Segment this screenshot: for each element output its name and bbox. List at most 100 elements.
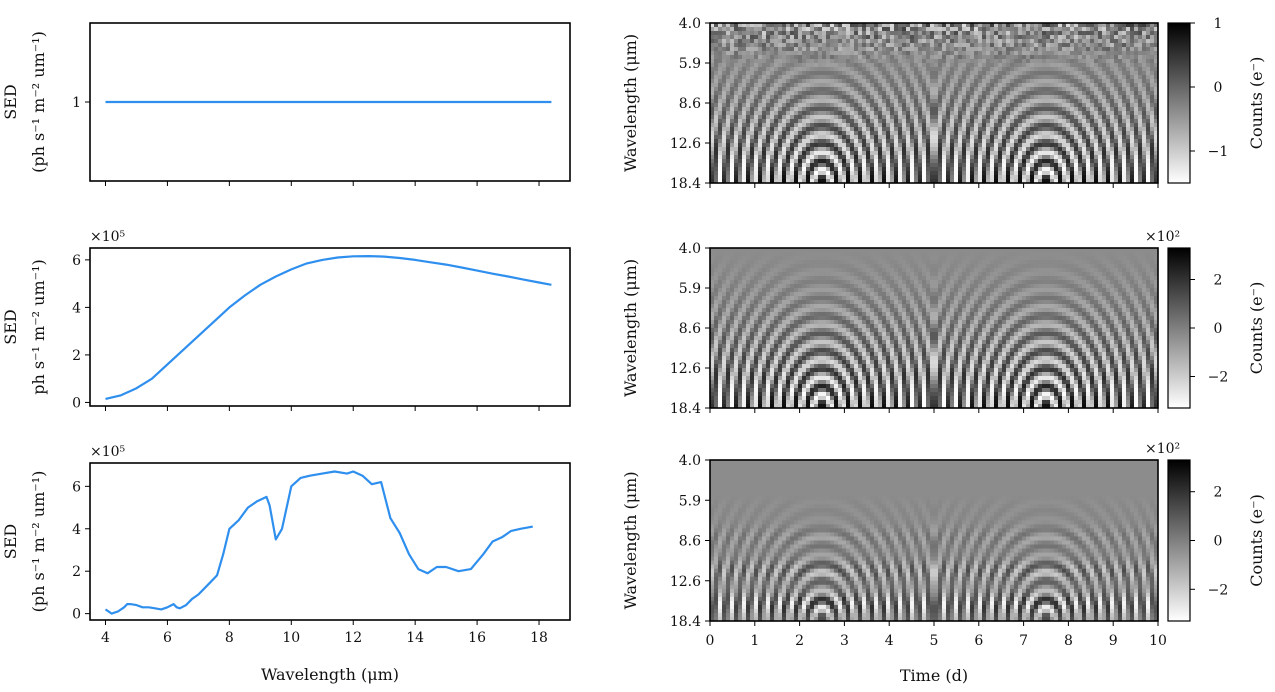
heatmap-cell [1118,163,1123,168]
heatmap-cell [874,75,879,80]
heatmap-cell [726,47,731,52]
heatmap-cell [878,43,883,48]
heatmap-cell [1082,143,1087,148]
heatmap-cell [978,59,983,64]
heatmap-cell [962,256,967,261]
heatmap-cell [890,248,895,253]
heatmap-cell [886,139,891,144]
heatmap-cell [838,139,843,144]
heatmap-cell [1010,127,1015,132]
heatmap-cell [1002,248,1007,253]
heatmap-cell [998,51,1003,56]
heatmap-cell [854,31,859,36]
heatmap-cell [870,87,875,92]
heatmap-cell [726,95,731,100]
heatmap-cell [978,99,983,104]
heatmap-cell [938,103,943,108]
heatmap-cell [890,127,895,132]
heatmap-cell [1006,67,1011,72]
heatmap-cell [798,167,803,172]
heatmap-cell [822,151,827,156]
heatmap-cell [1142,252,1147,257]
heatmap-cell [750,252,755,257]
heatmap-cell [898,83,903,88]
heatmap-cell [778,79,783,84]
heatmap-cell [794,260,799,265]
heatmap-cell [1046,139,1051,144]
heatmap-cell [710,143,715,148]
heatmap-cell [1154,47,1158,52]
heatmap-cell [958,107,963,112]
heatmap-cell [878,111,883,116]
heatmap-cell [810,35,815,40]
heatmap-cell [746,27,751,32]
heatmap-cell [958,91,963,96]
heatmap-cell [1090,167,1095,172]
heatmap-cell [886,83,891,88]
heatmap-cell [874,83,879,88]
heatmap-cell [974,252,979,257]
heatmap-cell [754,91,759,96]
heatmap-cell [1082,91,1087,96]
heatmap-cell [730,139,735,144]
heatmap-cell [838,151,843,156]
heatmap-cell [1098,87,1103,92]
heatmap-cell [750,147,755,152]
heatmap-cell [1030,139,1035,144]
heatmap-cell [1038,43,1043,48]
heatmap-cell [766,43,771,48]
heatmap-cell [1130,179,1135,183]
heatmap-cell [1146,135,1151,140]
heatmap-cell [1106,67,1111,72]
heatmap-cell [974,55,979,60]
heatmap-cell [890,115,895,120]
heatmap-cell [1086,87,1091,92]
heatmap-cell [1138,252,1143,257]
heatmap-cell [778,256,783,261]
heatmap-cell [930,171,935,176]
heatmap-cell [718,111,723,116]
heatmap-cell [934,59,939,64]
heatmap-cell [862,252,867,257]
heatmap-cell [858,51,863,56]
heatmap-cell [978,27,983,32]
heatmap-cell [886,67,891,72]
heatmap-cell [1154,83,1158,88]
heatmap-cell [930,123,935,128]
heatmap-cell [1150,35,1155,40]
heatmap-cell [782,159,787,164]
heatmap-cell [1138,79,1143,84]
heatmap-cell [1034,103,1039,108]
heatmap-cell [950,83,955,88]
heatmap-cell [914,27,919,32]
heatmap-cell [866,95,871,100]
heatmap-cell [746,115,751,120]
heatmap-cell [822,248,827,253]
heatmap-cell [954,260,959,265]
heatmap-cell [1122,115,1127,120]
heatmap-cell [1022,111,1027,116]
heatmap-cell [1126,155,1131,160]
heatmap-cell [934,123,939,128]
heatmap-cell [710,103,715,108]
heatmap-cell [1118,47,1123,52]
heatmap-cell [1054,147,1059,152]
heatmap-cell [1070,151,1075,156]
heatmap-cell [842,79,847,84]
heatmap-cell [1038,179,1043,183]
heatmap-cell [898,59,903,64]
heatmap-cell [730,127,735,132]
heatmap-cell [762,35,767,40]
heatmap-cell [714,91,719,96]
heatmap-cell [1010,179,1015,183]
heatmap-cell [1054,167,1059,172]
heatmap-cell [1114,151,1119,156]
heatmap-cell [886,71,891,76]
heatmap-cell [822,83,827,88]
heatmap-cell [742,155,747,160]
heatmap-cell [890,131,895,136]
heatmap-cell [858,159,863,164]
heatmap-cell [1098,79,1103,84]
heatmap-cell [958,87,963,92]
heatmap-cell [978,103,983,108]
